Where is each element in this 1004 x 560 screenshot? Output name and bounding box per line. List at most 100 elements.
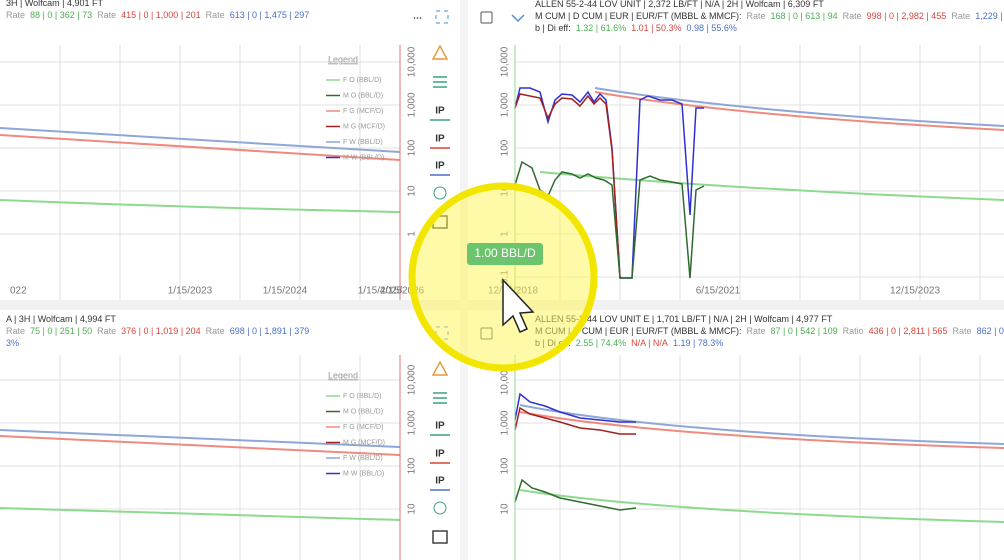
legend-label: F O (BBL/D) bbox=[343, 77, 382, 84]
header-segment: 3H | Wolfcam | 4,901 FT bbox=[6, 0, 104, 8]
legend-label: M G (MCF/D) bbox=[343, 439, 385, 446]
header-line: M CUM | D CUM | EUR | EUR/FT (MBBL & MMC… bbox=[535, 11, 1004, 21]
series-line bbox=[514, 87, 704, 279]
legend-label: M O (BBL/D) bbox=[343, 408, 383, 415]
header-segment: 1.32 | 61.6% bbox=[576, 23, 626, 33]
ip-button[interactable]: IP bbox=[435, 421, 445, 432]
header-segment: Ratio bbox=[843, 326, 864, 336]
header-line: ALLEN 55-2-44 LOV UNIT | 2,372 LB/FT | N… bbox=[535, 0, 824, 9]
table-icon[interactable] bbox=[432, 530, 448, 544]
legend-label: F O (BBL/D) bbox=[343, 393, 382, 400]
series-line bbox=[514, 478, 637, 511]
series-line bbox=[514, 406, 636, 435]
header-segment: ALLEN 55-2-44 LOV UNIT | 2,372 LB/FT | N… bbox=[535, 0, 824, 9]
ip-button[interactable]: IP bbox=[435, 161, 445, 172]
curve bbox=[0, 507, 401, 521]
series-line bbox=[514, 93, 621, 279]
curve bbox=[539, 171, 1004, 201]
y-tick-label: 1,000 bbox=[500, 410, 511, 435]
x-tick-label: 1/15/2024 bbox=[263, 286, 308, 297]
header-segment: b | Di eff: bbox=[535, 23, 571, 33]
x-tick-label: 6/15/2021 bbox=[696, 286, 741, 297]
x-tick-label: 4/15/2026 bbox=[380, 286, 425, 297]
ip-button[interactable]: IP bbox=[435, 134, 445, 145]
header-segment: 3% bbox=[6, 338, 19, 348]
header-segment: A | 3H | Wolfcam | 4,994 FT bbox=[6, 314, 116, 324]
legend-label: M O (BBL/D) bbox=[343, 92, 383, 99]
y-tick-label: 10 bbox=[500, 503, 511, 515]
header-segment: Rate bbox=[747, 326, 766, 336]
header-segment: 415 | 0 | 1,000 | 201 bbox=[121, 10, 201, 20]
ip-button[interactable]: IP bbox=[435, 476, 445, 487]
warning-icon[interactable] bbox=[431, 360, 449, 376]
x-tick-label: 12/15/2023 bbox=[890, 286, 940, 297]
legend-title: Legend bbox=[328, 370, 358, 380]
header-segment: M CUM | D CUM | EUR | EUR/FT (MBBL & MMC… bbox=[535, 326, 742, 336]
header-segment: Rate bbox=[206, 10, 225, 20]
header-segment: Rate bbox=[206, 326, 225, 336]
header-segment: 376 | 0 | 1,019 | 204 bbox=[121, 326, 201, 336]
header-segment: ALLEN 55-2-44 LOV UNIT E | 1,701 LB/FT |… bbox=[535, 314, 833, 324]
legend-label: M W (BBL/D) bbox=[343, 470, 384, 477]
header-segment: Rate bbox=[843, 11, 862, 21]
y-tick-label: 10 bbox=[407, 185, 418, 197]
y-tick-label: 1,000 bbox=[407, 92, 418, 117]
header-segment: Rate bbox=[97, 326, 116, 336]
money-icon[interactable] bbox=[433, 186, 447, 200]
curve bbox=[0, 134, 401, 161]
header-line: M CUM | D CUM | EUR | EUR/FT (MBBL & MMC… bbox=[535, 326, 1004, 336]
tooltip-box bbox=[467, 243, 543, 265]
legend-label: M W (BBL/D) bbox=[343, 154, 384, 161]
legend-label: M G (MCF/D) bbox=[343, 123, 385, 130]
ip-button[interactable]: IP bbox=[435, 106, 445, 117]
curve bbox=[594, 87, 1004, 127]
header-line: Rate 88 | 0 | 362 | 73 Rate 415 | 0 | 1,000… bbox=[6, 10, 309, 20]
curve bbox=[519, 404, 1004, 445]
header-segment: Rate bbox=[951, 11, 970, 21]
checkbox[interactable] bbox=[480, 11, 493, 24]
header-segment: 698 | 0 | 1,891 | 379 bbox=[230, 326, 310, 336]
header-line: Rate 75 | 0 | 251 | 50 Rate 376 | 0 | 1,019… bbox=[6, 326, 309, 336]
header-segment: Rate bbox=[6, 326, 25, 336]
header-segment: 88 | 0 | 362 | 73 bbox=[30, 10, 92, 20]
header-segment: Rate bbox=[97, 10, 116, 20]
y-tick-label: 1,000 bbox=[407, 410, 418, 435]
curve bbox=[519, 411, 1004, 449]
header-segment: 1,229 | 0 | 1,8 bbox=[975, 11, 1004, 21]
money-icon[interactable] bbox=[433, 501, 447, 515]
series-line bbox=[514, 392, 636, 423]
header-segment: M CUM | D CUM | EUR | EUR/FT (MBBL & MMC… bbox=[535, 11, 742, 21]
curve bbox=[0, 429, 401, 448]
header-segment: 862 | 0 | 2,61 bbox=[977, 326, 1004, 336]
curve bbox=[594, 91, 1004, 131]
header-segment: 0.98 | 55.6% bbox=[686, 23, 736, 33]
legend-title: Legend bbox=[328, 54, 358, 64]
header-line: 3% bbox=[6, 338, 19, 348]
y-tick-label: 1,000 bbox=[500, 92, 511, 117]
expand-button[interactable] bbox=[435, 10, 449, 24]
curve bbox=[0, 127, 401, 153]
curve bbox=[0, 199, 401, 213]
warning-icon[interactable] bbox=[431, 44, 449, 60]
curve bbox=[0, 435, 401, 456]
filter-icon[interactable] bbox=[433, 76, 447, 88]
header-segment: 1.19 | 78.3% bbox=[673, 338, 723, 348]
x-tick-label: 1/15/2023 bbox=[168, 286, 213, 297]
header-segment: 2.55 | 74.4% bbox=[576, 338, 626, 348]
y-tick-label: 10 bbox=[407, 503, 418, 515]
curves bbox=[0, 87, 1004, 523]
header-segment: Rate bbox=[6, 10, 25, 20]
header-line: b | Di eff: 1.32 | 61.6% 1.01 | 50.3% 0.98 … bbox=[535, 23, 737, 33]
ip-button[interactable]: IP bbox=[435, 449, 445, 460]
more-button[interactable]: ⋯ bbox=[413, 12, 422, 22]
header-line: 3H | Wolfcam | 4,901 FT bbox=[6, 0, 104, 8]
legend-label: F W (BBL/D) bbox=[343, 139, 383, 146]
y-tick-label: 10,000 bbox=[407, 46, 418, 77]
filter-icon[interactable] bbox=[433, 392, 447, 404]
header-segment: 87 | 0 | 542 | 109 bbox=[771, 326, 838, 336]
y-tick-label: 100 bbox=[407, 457, 418, 474]
x-tick-label: 1/15/2025 bbox=[358, 286, 403, 297]
header-segment: Rate bbox=[747, 11, 766, 21]
collapse-chevron[interactable] bbox=[511, 14, 525, 23]
